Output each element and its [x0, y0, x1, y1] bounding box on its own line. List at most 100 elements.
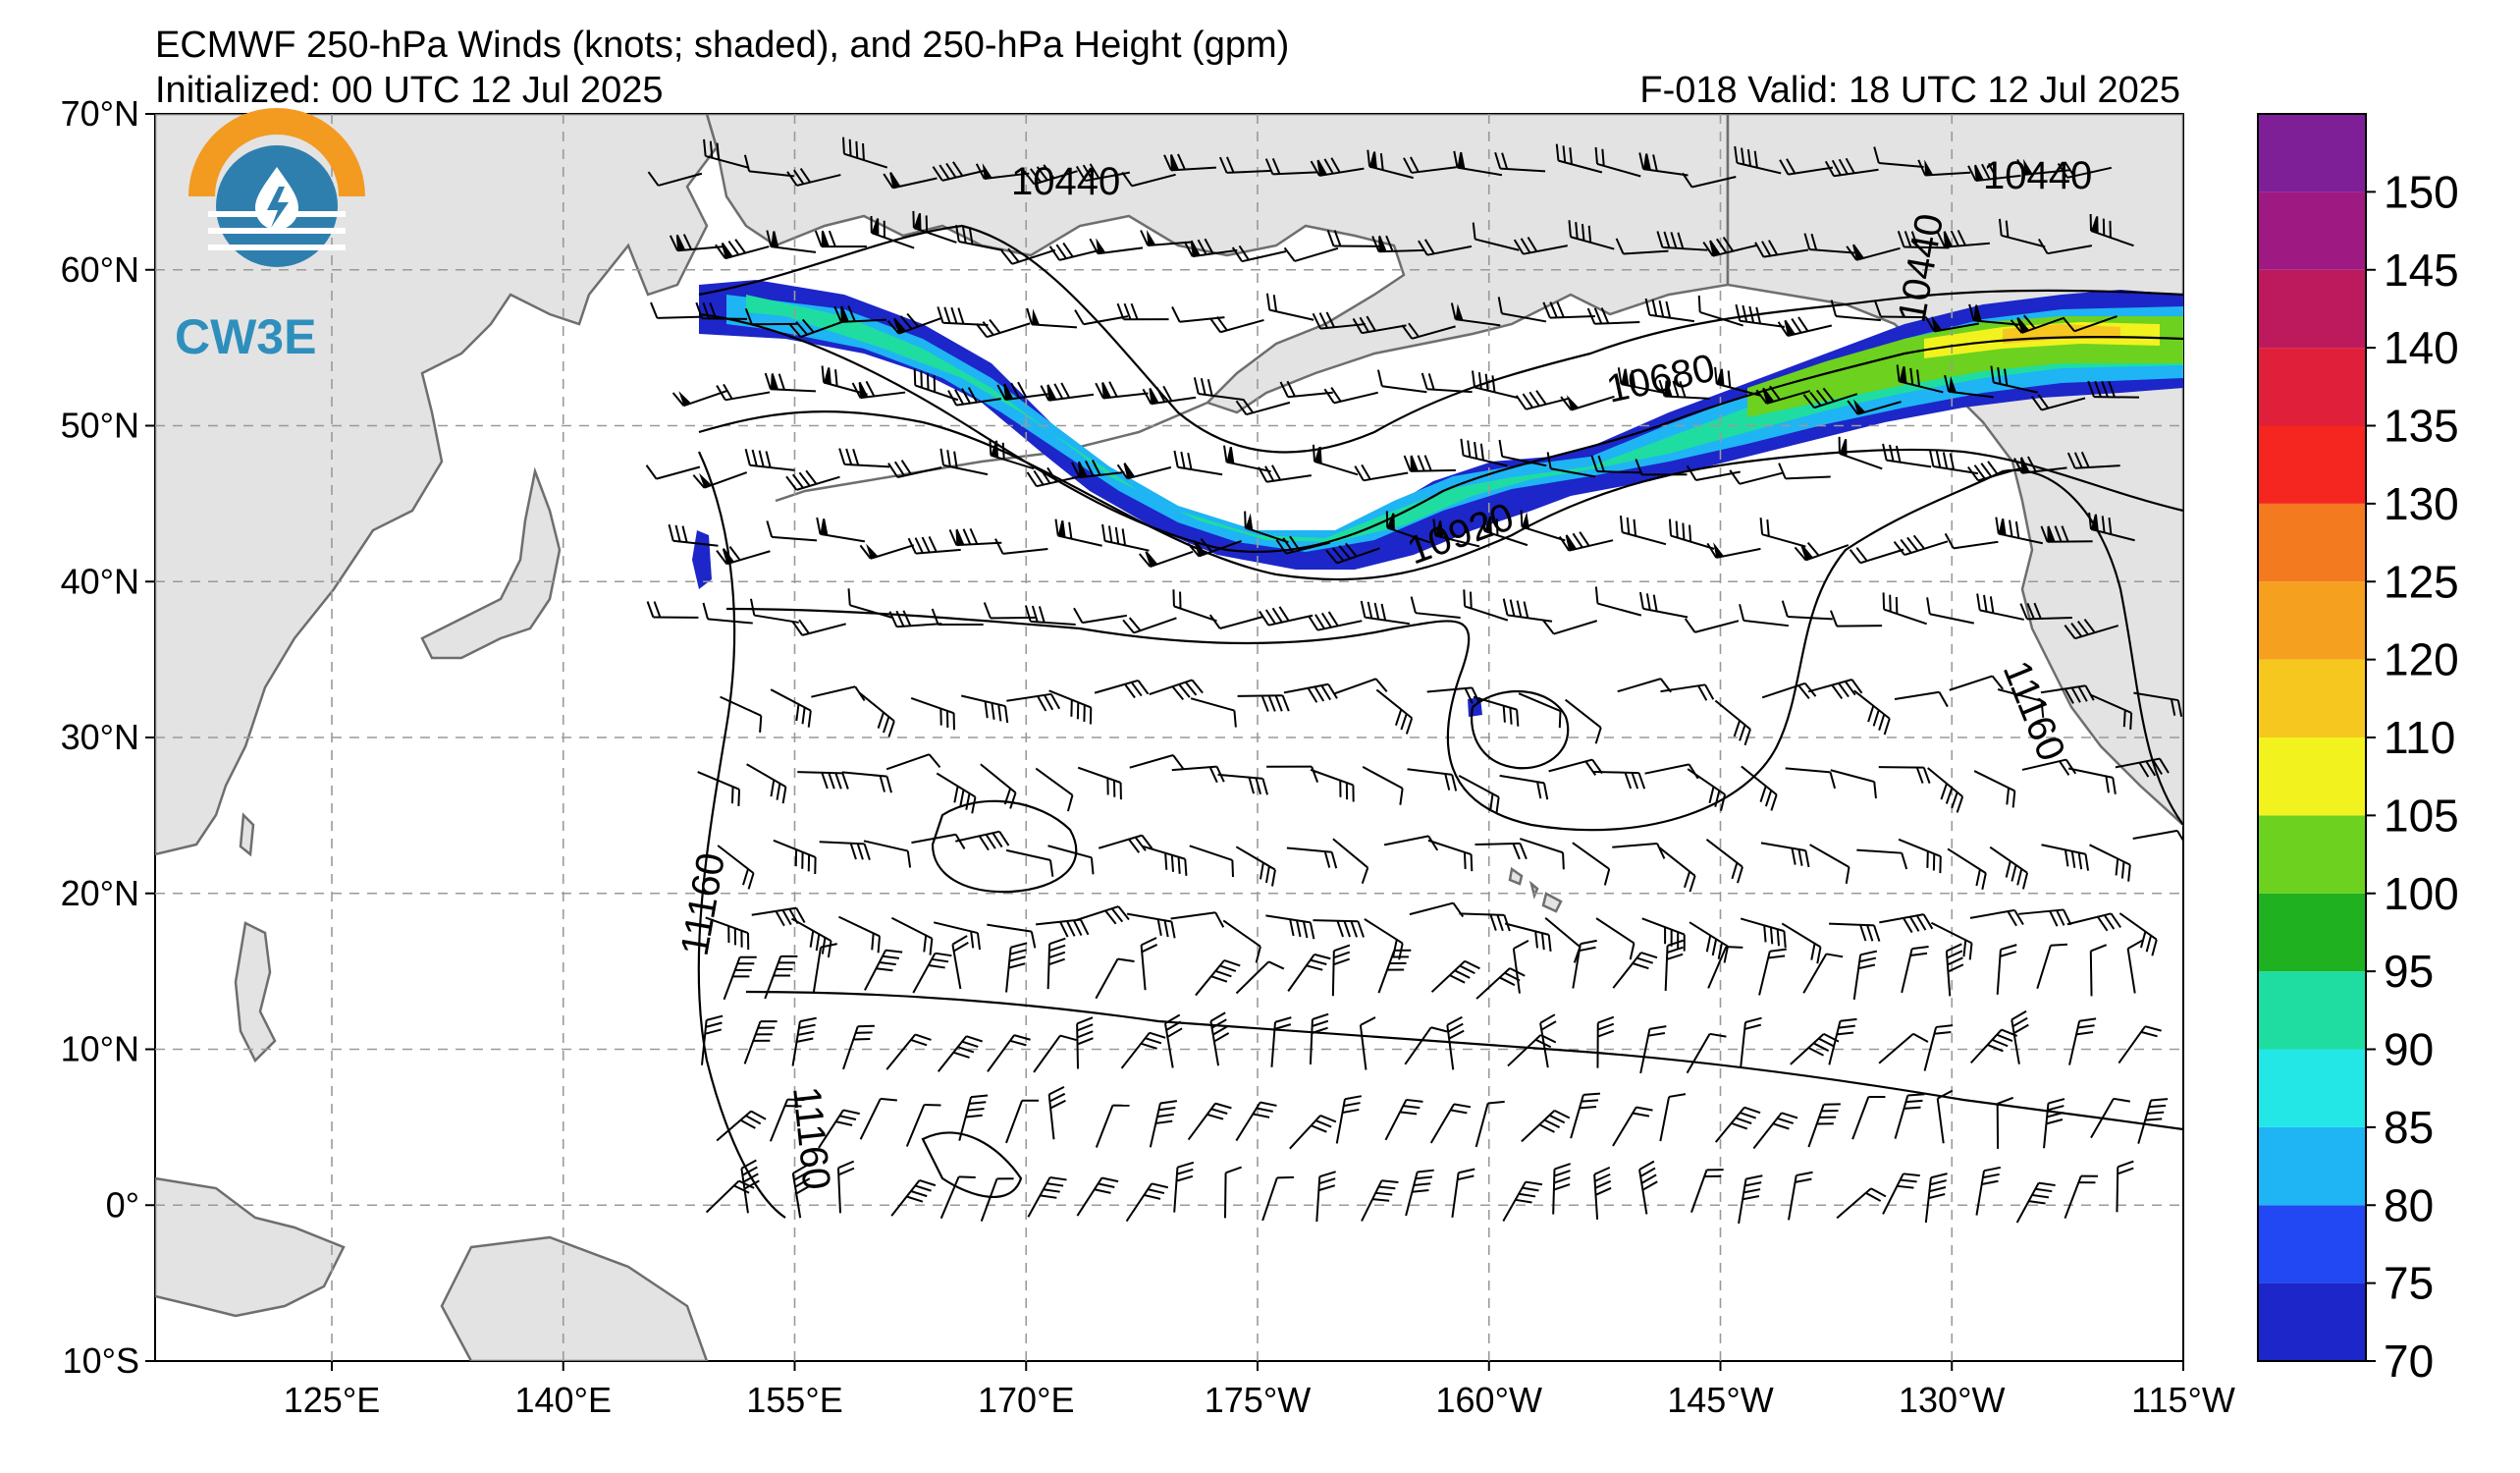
wind-barb [740, 1159, 760, 1214]
wind-barb [1371, 235, 1424, 253]
colorbar-label: 100 [2384, 868, 2459, 919]
colorbar-segment [2258, 191, 2366, 270]
wind-barb [1410, 596, 1461, 619]
wind-barb [1829, 610, 1883, 627]
wind-barb [1668, 518, 1715, 550]
wind-barb [842, 136, 888, 169]
wind-barb [1794, 542, 1850, 562]
wind-barb [1513, 236, 1568, 255]
wind-barb [703, 138, 750, 169]
lat-label: 0° [106, 1184, 139, 1225]
wind-barb [716, 546, 771, 566]
wind-barb [937, 1035, 983, 1072]
lon-label: 145°W [1667, 1380, 1773, 1420]
wind-barb [1432, 518, 1480, 548]
wind-barb [1558, 531, 1614, 552]
wind-barb [1453, 150, 1503, 177]
contour-10440 [698, 224, 2183, 454]
wind-barb [1195, 959, 1241, 997]
wind-barb [1995, 517, 2043, 545]
wind-barb [1405, 1169, 1434, 1217]
wind-barb [980, 1177, 1014, 1222]
wind-barb [1283, 246, 1339, 262]
wind-barb [2089, 944, 2108, 997]
wind-barb [1735, 303, 1785, 328]
colorbar-segment [2258, 269, 2366, 349]
wind-barb [1116, 302, 1169, 321]
wind-barb [1089, 238, 1144, 255]
wind-barb [1546, 452, 1596, 478]
wind-barb [1289, 1114, 1337, 1150]
lon-label: 170°E [978, 1380, 1074, 1420]
wind-barb [1998, 218, 2046, 248]
wind-barb [2132, 829, 2183, 846]
wind-barb [1896, 364, 1944, 394]
wind-barb [1047, 845, 1095, 875]
wind-barb [1401, 322, 1456, 340]
wind-barb [1264, 157, 1318, 176]
wind-barb [1163, 1013, 1183, 1068]
wind-barb [766, 520, 818, 542]
land-philippines [234, 921, 277, 1064]
wind-barb [1802, 387, 1858, 409]
wind-barb [1846, 244, 1901, 261]
wind-barb [1450, 302, 1501, 327]
wind-barb [668, 523, 719, 547]
wind-barb [744, 307, 797, 326]
wind-barb [1851, 1096, 1886, 1140]
wind-barb [1310, 157, 1365, 177]
wind-barb [1761, 682, 1817, 699]
wind-barb [2089, 214, 2134, 247]
colorbar-label: 85 [2384, 1102, 2434, 1153]
wind-barb [812, 943, 837, 993]
wind-barb [1570, 1092, 1601, 1139]
wind-barb [1702, 237, 1757, 257]
land-new-guinea [440, 1235, 709, 1361]
wind-barb [996, 381, 1051, 402]
wind-barb [1126, 912, 1176, 939]
wind-barb [1222, 919, 1261, 963]
wind-barb [1404, 1026, 1448, 1065]
wind-barb [1923, 1024, 1954, 1071]
wind-barb [2064, 1174, 2098, 1219]
wind-barb [859, 1097, 897, 1140]
wind-barb [1499, 774, 1549, 800]
wind-barb [1930, 921, 1973, 960]
lat-lon-grid [155, 114, 2183, 1361]
wind-barb [2087, 380, 2140, 399]
wind-barb [1989, 846, 2029, 890]
wind-barb [1209, 1011, 1230, 1066]
wind-barb [1076, 1016, 1094, 1069]
wind-barb [1209, 315, 1264, 334]
wind-barb [2126, 939, 2143, 994]
wind-barb [1005, 848, 1054, 877]
wind-barb [1354, 464, 1409, 482]
wind-barb [1901, 945, 1929, 994]
wind-barb [911, 833, 966, 849]
wind-barb [1967, 461, 2022, 482]
wind-barb [1149, 679, 1204, 700]
wind-barb [1005, 1099, 1040, 1144]
wind-barb [1976, 593, 2024, 621]
wind-barb [705, 916, 750, 951]
wind-barb [1026, 307, 1078, 329]
wind-barb [1660, 683, 1715, 701]
wind-barb [2137, 1098, 2169, 1144]
wind-barb [2057, 161, 2113, 179]
wind-barb [1193, 377, 1244, 401]
wind-barb [1594, 146, 1641, 178]
colorbar-label: 70 [2384, 1336, 2434, 1387]
colorbar-segment [2258, 1126, 2366, 1206]
wind-barb [1739, 604, 1789, 627]
wind-barb [1170, 911, 1225, 928]
latitude-labels: 70°N 60°N 50°N 40°N 30°N 20°N 10°N 0° 10°S [61, 93, 155, 1381]
contour-label-10440-east: 10440 [1983, 154, 2092, 197]
wind-barb [1714, 366, 1761, 397]
lat-label: 70°N [61, 93, 139, 134]
wind-barb [1596, 1015, 1615, 1068]
wind-barb [2118, 912, 2158, 956]
wind-barb [864, 949, 903, 991]
wind-barb [671, 390, 727, 408]
wind-barb [1755, 385, 1811, 405]
logo-text: CW3E [175, 309, 316, 364]
